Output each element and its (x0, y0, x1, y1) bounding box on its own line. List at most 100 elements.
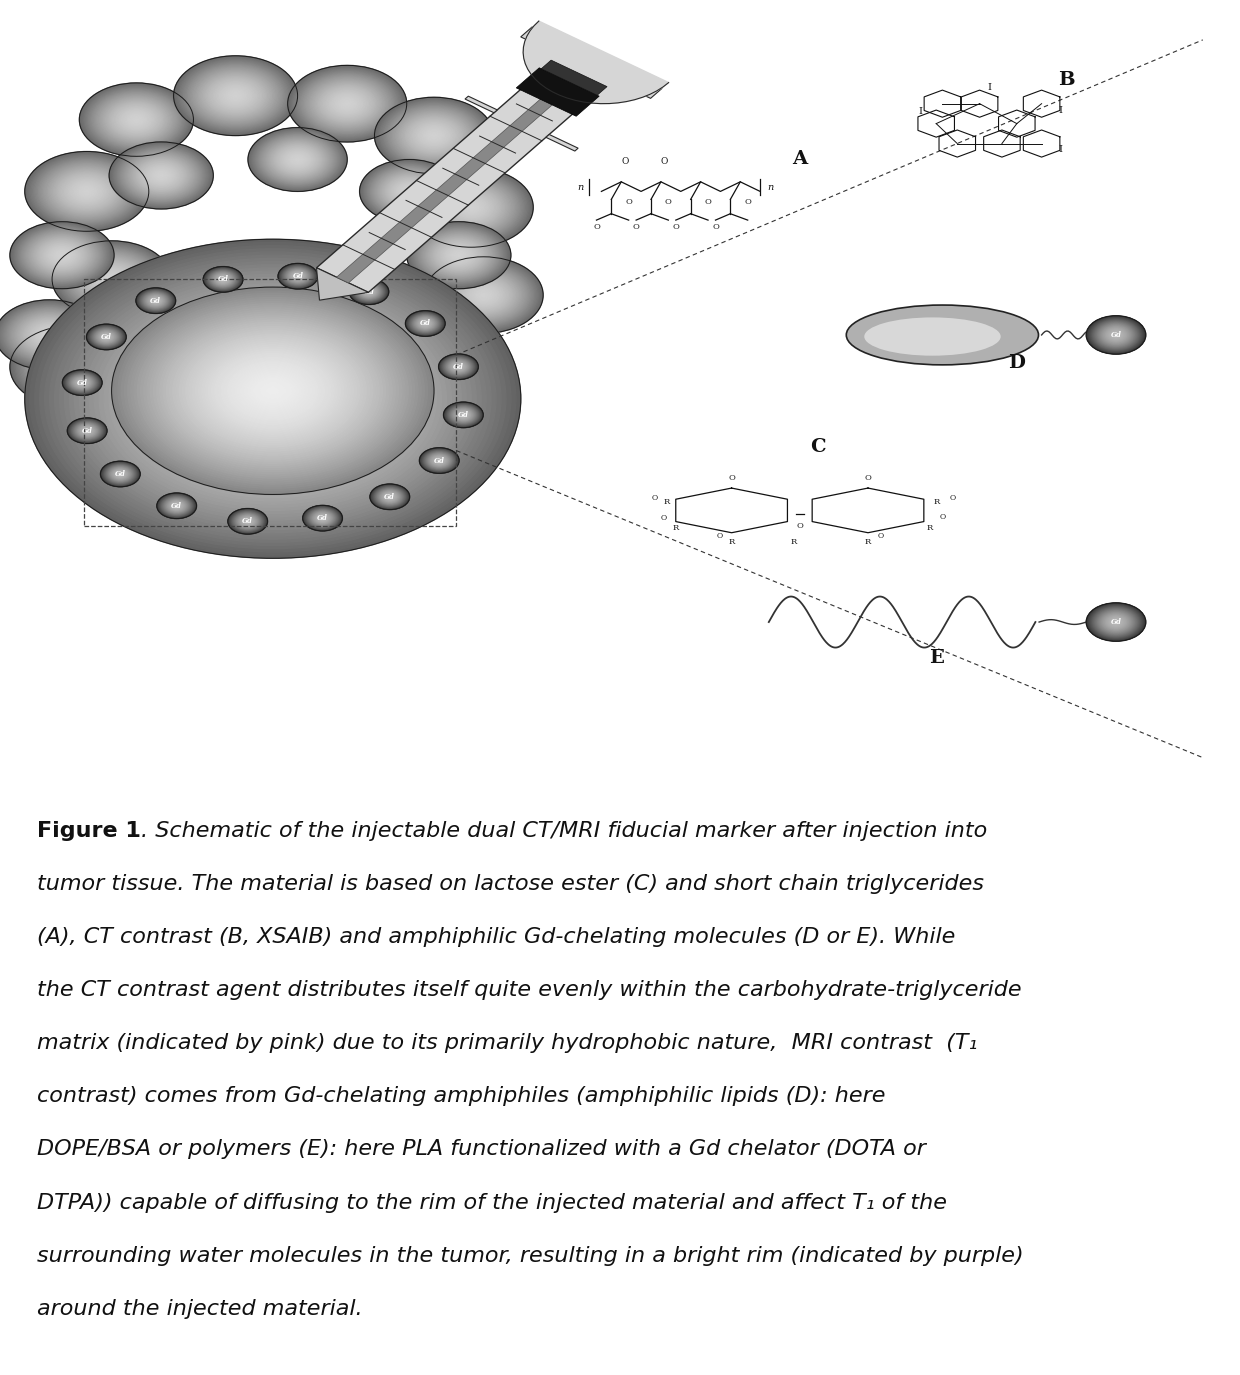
Circle shape (451, 363, 465, 371)
Circle shape (107, 466, 134, 483)
Circle shape (218, 356, 327, 426)
Circle shape (317, 514, 329, 521)
Circle shape (455, 364, 461, 368)
Circle shape (144, 293, 167, 308)
Circle shape (422, 322, 429, 326)
Circle shape (434, 456, 445, 465)
Circle shape (1097, 609, 1135, 634)
Circle shape (228, 370, 317, 428)
Circle shape (435, 264, 532, 326)
Circle shape (414, 170, 528, 243)
Circle shape (125, 153, 197, 199)
Circle shape (304, 506, 341, 529)
Circle shape (454, 197, 489, 219)
Circle shape (82, 84, 191, 155)
Circle shape (435, 375, 458, 390)
Circle shape (217, 275, 229, 283)
Circle shape (384, 494, 396, 500)
Circle shape (1109, 330, 1123, 340)
Circle shape (1096, 322, 1136, 348)
Circle shape (424, 129, 444, 142)
Circle shape (30, 386, 144, 459)
Circle shape (95, 94, 177, 146)
Circle shape (285, 151, 310, 168)
Circle shape (425, 451, 454, 470)
Circle shape (133, 157, 190, 194)
Circle shape (114, 470, 126, 478)
Circle shape (1091, 606, 1141, 638)
Circle shape (346, 103, 348, 104)
Circle shape (113, 144, 210, 206)
Circle shape (165, 498, 188, 514)
Circle shape (308, 509, 337, 528)
Circle shape (274, 144, 321, 175)
Circle shape (231, 92, 241, 99)
Circle shape (184, 62, 288, 129)
Circle shape (239, 516, 255, 527)
Circle shape (92, 91, 181, 148)
Circle shape (35, 341, 114, 392)
Circle shape (293, 157, 303, 162)
Circle shape (164, 498, 190, 514)
Polygon shape (336, 70, 585, 283)
Circle shape (81, 426, 94, 436)
Circle shape (360, 160, 459, 223)
Circle shape (246, 520, 249, 522)
Text: surrounding water molecules in the tumor, resulting in a bright rim (indicated b: surrounding water molecules in the tumor… (37, 1246, 1024, 1265)
Circle shape (53, 170, 120, 213)
Circle shape (374, 98, 494, 173)
Circle shape (432, 261, 536, 329)
Circle shape (68, 180, 105, 203)
Circle shape (67, 362, 82, 371)
Circle shape (51, 400, 123, 446)
Circle shape (130, 443, 192, 483)
Circle shape (352, 434, 417, 476)
Circle shape (181, 60, 290, 131)
Circle shape (315, 513, 330, 522)
Circle shape (466, 283, 501, 307)
Circle shape (263, 138, 332, 182)
Circle shape (465, 204, 477, 212)
Circle shape (270, 477, 275, 480)
Circle shape (445, 358, 472, 375)
Circle shape (449, 406, 479, 425)
Circle shape (78, 425, 97, 437)
Circle shape (382, 173, 436, 209)
Circle shape (446, 404, 481, 426)
Circle shape (136, 160, 186, 191)
Circle shape (237, 514, 258, 528)
Circle shape (1092, 320, 1140, 349)
Circle shape (206, 268, 241, 290)
Circle shape (285, 268, 311, 285)
Circle shape (1106, 616, 1126, 628)
Circle shape (303, 506, 342, 531)
Circle shape (410, 168, 532, 246)
Circle shape (351, 280, 387, 302)
Circle shape (242, 459, 304, 499)
Circle shape (1087, 316, 1145, 353)
Circle shape (387, 495, 393, 499)
Circle shape (455, 364, 461, 368)
Circle shape (388, 106, 480, 165)
Circle shape (407, 312, 444, 336)
Circle shape (69, 253, 154, 305)
Circle shape (136, 289, 175, 314)
Circle shape (222, 278, 224, 280)
Circle shape (459, 412, 467, 418)
Circle shape (126, 154, 196, 198)
Circle shape (366, 164, 453, 220)
Text: C: C (811, 437, 826, 455)
Circle shape (281, 150, 314, 169)
Circle shape (115, 472, 125, 477)
Circle shape (188, 66, 283, 126)
Circle shape (423, 451, 455, 470)
Circle shape (412, 315, 439, 331)
Circle shape (237, 455, 309, 502)
Polygon shape (465, 96, 497, 113)
Circle shape (458, 411, 469, 419)
Text: A: A (792, 150, 807, 169)
Circle shape (72, 375, 93, 389)
Circle shape (238, 516, 257, 528)
Polygon shape (316, 76, 589, 293)
Circle shape (93, 92, 180, 147)
